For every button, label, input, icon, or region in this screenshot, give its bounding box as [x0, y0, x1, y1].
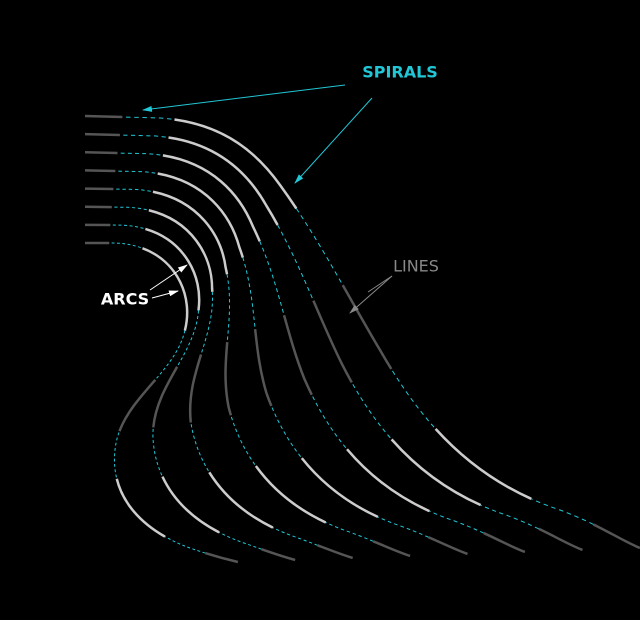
- arcs-label: ARCS: [101, 290, 149, 309]
- curve-segment: [84, 187, 411, 558]
- curve-segment: [84, 206, 354, 559]
- curve-segment: [84, 151, 526, 554]
- lines-arrow: [367, 275, 393, 293]
- spirals-label: SPIRALS: [362, 63, 438, 82]
- lines-arrow: [349, 275, 393, 314]
- curve-segment: [84, 187, 411, 558]
- curve-segment: [84, 223, 296, 562]
- curve-segment: [84, 132, 584, 552]
- curve-segment: [84, 205, 354, 560]
- curve-segment: [84, 205, 354, 560]
- curve-segment: [85, 241, 239, 564]
- spirals-arrow: [142, 84, 346, 112]
- arcs-arrow: [149, 264, 188, 291]
- curve-segment: [84, 169, 469, 556]
- spirals-arrow: [294, 97, 373, 184]
- curve-segment: [84, 114, 640, 550]
- arcs-arrow: [151, 290, 179, 299]
- curve-segment: [84, 169, 469, 556]
- curve-segment: [84, 223, 296, 562]
- curve-segment: [85, 241, 239, 564]
- curves: [84, 114, 640, 564]
- curve-segment: [84, 114, 640, 550]
- curve-segment: [84, 151, 526, 554]
- lines-label: LINES: [393, 257, 439, 276]
- curve-segment: [84, 132, 584, 552]
